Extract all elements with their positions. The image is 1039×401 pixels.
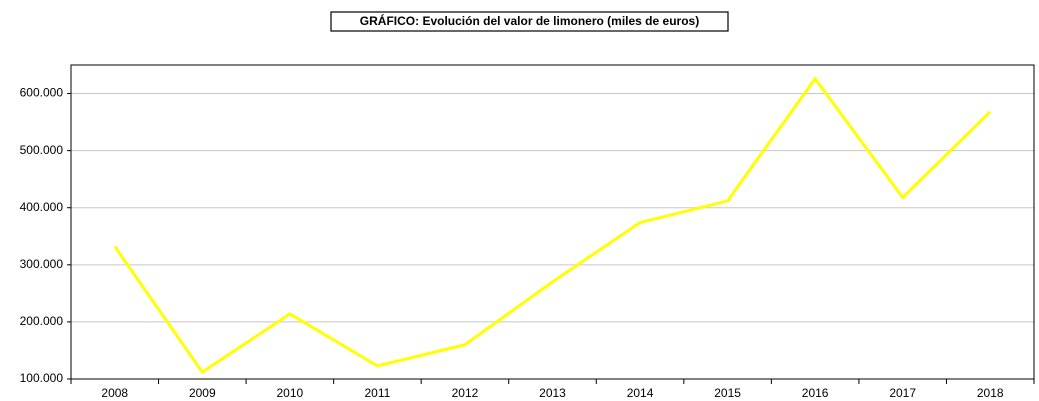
x-tick-label: 2018: [977, 386, 1004, 400]
x-tick-label: 2017: [889, 386, 916, 400]
plot-frame: [70, 64, 1035, 380]
y-tick-label: 300.000: [20, 257, 64, 271]
y-tick-label: 500.000: [20, 143, 64, 157]
y-tick-label: 600.000: [20, 86, 64, 100]
x-tick-label: 2014: [627, 386, 654, 400]
chart-title: GRÁFICO: Evolución del valor de limonero…: [360, 13, 699, 28]
x-tick-label: 2010: [277, 386, 304, 400]
x-tick-label: 2009: [189, 386, 216, 400]
x-tick-label: 2013: [539, 386, 566, 400]
x-tick-label: 2012: [452, 386, 479, 400]
y-tick-label: 100.000: [20, 371, 64, 385]
x-tick-label: 2016: [802, 386, 829, 400]
y-tick-label: 200.000: [20, 314, 64, 328]
title-box: [330, 11, 729, 32]
line-series: [113, 76, 992, 375]
x-tick-label: 2015: [714, 386, 741, 400]
y-tick-label: 400.000: [20, 200, 64, 214]
x-tick-label: 2011: [365, 386, 391, 400]
x-tick-label: 2008: [101, 386, 128, 400]
